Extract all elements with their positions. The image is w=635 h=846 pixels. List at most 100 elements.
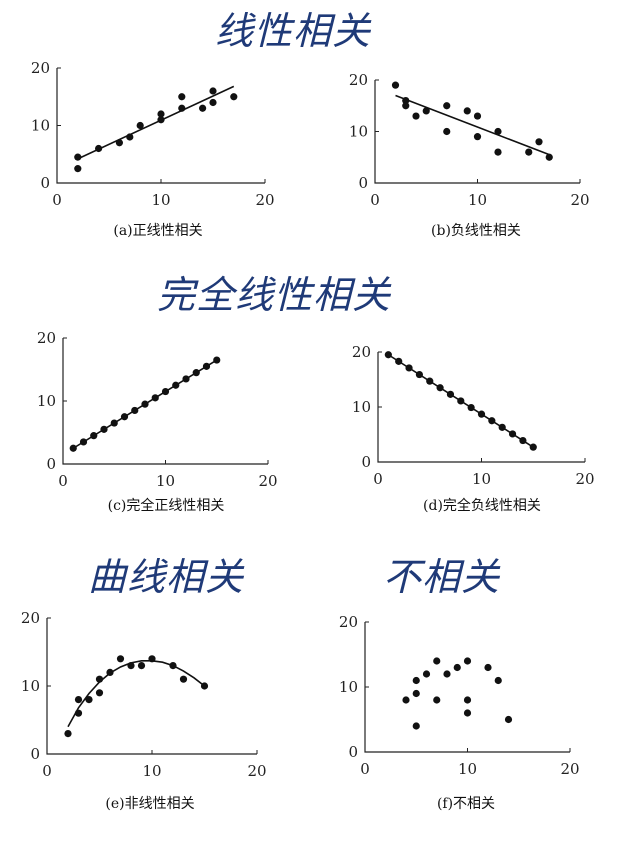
x-tick-label: 10 (458, 760, 477, 778)
data-point (209, 98, 217, 107)
data-point (116, 655, 125, 663)
y-tick-label: 20 (31, 59, 50, 77)
data-point (453, 663, 461, 672)
panel-caption: (a)正线性相关 (113, 223, 202, 239)
data-point (457, 397, 465, 405)
data-point (477, 410, 486, 418)
data-point (443, 102, 451, 110)
data-point (74, 153, 82, 161)
data-point (151, 394, 159, 402)
data-point (169, 662, 177, 670)
axis-lines (364, 622, 570, 753)
x-tick-label: 20 (560, 760, 579, 778)
data-point (463, 107, 471, 115)
data-point (115, 139, 123, 147)
trend-line (67, 660, 205, 728)
data-point (498, 423, 506, 431)
trend-line (395, 94, 550, 156)
x-tick-label: 10 (142, 762, 161, 780)
panel-caption: (f)不相关 (437, 796, 495, 812)
y-tick-label: 20 (37, 329, 56, 347)
data-point (494, 127, 502, 136)
data-point (178, 93, 186, 101)
data-point (426, 377, 434, 385)
data-point (106, 668, 114, 677)
data-point (504, 715, 513, 724)
data-point (412, 112, 420, 120)
data-point (209, 87, 217, 95)
data-point (74, 709, 83, 717)
y-tick-label: 0 (40, 174, 50, 192)
data-point (95, 675, 104, 683)
data-point (412, 722, 420, 730)
data-point (395, 357, 403, 365)
data-point (64, 730, 72, 738)
x-tick-label: 0 (373, 470, 383, 488)
data-point (137, 662, 146, 670)
data-point (412, 689, 420, 698)
trend-line (77, 85, 235, 160)
x-tick-label: 0 (370, 191, 380, 209)
panel-caption: (b)负线性相关 (431, 223, 521, 239)
data-point (157, 116, 165, 124)
data-point (141, 400, 149, 408)
data-point (131, 406, 139, 415)
data-point (484, 663, 492, 672)
x-tick-label: 20 (258, 472, 277, 490)
data-point (433, 696, 441, 704)
data-point (179, 675, 188, 683)
data-point (473, 133, 482, 141)
data-point (525, 148, 533, 156)
y-tick-label: 20 (21, 609, 40, 627)
data-point (202, 362, 211, 370)
data-point (436, 384, 444, 392)
data-point (467, 403, 475, 412)
panel-caption: (d)完全负线性相关 (423, 497, 541, 514)
data-point (384, 351, 392, 359)
y-tick-label: 10 (349, 123, 368, 141)
y-tick-label: 20 (349, 71, 368, 89)
y-tick-label: 0 (348, 743, 358, 761)
data-point (74, 696, 83, 704)
data-point (473, 112, 482, 120)
y-tick-label: 10 (21, 677, 40, 695)
x-tick-label: 10 (151, 191, 170, 209)
data-point (85, 696, 93, 704)
data-point (508, 430, 517, 438)
data-point (463, 657, 472, 665)
x-tick-label: 20 (570, 191, 589, 209)
panel-caption: (c)完全正线性相关 (108, 497, 225, 514)
data-point (172, 381, 180, 389)
data-point (110, 419, 118, 427)
data-point (433, 657, 441, 665)
x-tick-label: 20 (575, 470, 594, 488)
y-tick-label: 10 (31, 117, 50, 135)
data-point (69, 444, 77, 452)
data-point (95, 689, 104, 697)
y-tick-label: 0 (358, 174, 368, 192)
data-point (535, 138, 543, 146)
data-point (182, 375, 190, 383)
heading-linear: 线性相关 (215, 9, 372, 53)
x-tick-label: 10 (472, 470, 491, 488)
data-point (178, 104, 186, 112)
y-tick-label: 20 (352, 343, 371, 361)
data-point (213, 356, 221, 364)
data-point (120, 413, 129, 421)
data-point (74, 165, 82, 173)
y-tick-label: 0 (30, 745, 40, 763)
heading-curve: 曲线相关 (88, 555, 245, 599)
data-point (415, 370, 423, 379)
heading-perfect-linear: 完全线性相关 (157, 273, 392, 317)
data-point (148, 655, 156, 663)
data-point (157, 110, 165, 118)
data-point (161, 387, 170, 396)
data-point (126, 133, 134, 141)
data-point (422, 107, 430, 115)
data-point (446, 390, 455, 398)
data-point (402, 97, 410, 105)
